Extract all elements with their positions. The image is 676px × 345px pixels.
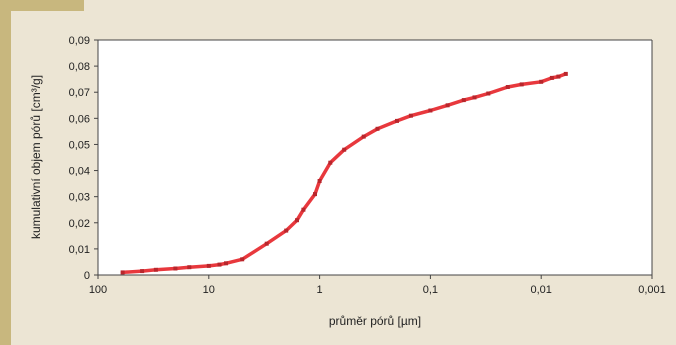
data-point [264, 241, 269, 246]
data-point [301, 207, 306, 212]
data-point [317, 179, 322, 183]
data-point [472, 95, 477, 100]
x-tick-label: 10 [203, 284, 215, 296]
accent-bar [0, 0, 11, 345]
y-tick-label: 0,01 [69, 244, 90, 256]
y-tick-label: 0 [84, 270, 90, 282]
data-point [505, 85, 510, 89]
y-tick-label: 0,07 [69, 87, 90, 99]
accent-bar-top [11, 0, 84, 11]
y-tick-label: 0,04 [69, 166, 90, 178]
x-tick-label: 1 [317, 284, 323, 296]
data-point [486, 91, 491, 96]
data-point [519, 82, 524, 87]
x-tick-label: 100 [89, 284, 107, 296]
data-point [428, 108, 433, 113]
y-tick-label: 0,06 [69, 113, 90, 125]
y-axis-label: kumulativní objem pórů [cm³/g] [29, 75, 43, 239]
data-point [153, 267, 158, 272]
data-point [328, 160, 333, 165]
data-point [206, 263, 211, 268]
y-tick-label: 0,08 [69, 61, 90, 73]
data-point [313, 192, 317, 197]
data-point [445, 103, 450, 108]
x-axis-label: průměr pórů [µm] [329, 314, 421, 328]
data-point [224, 261, 228, 266]
data-point [240, 257, 245, 262]
data-point [361, 134, 366, 139]
data-point [217, 262, 222, 267]
y-tick-label: 0,03 [69, 192, 90, 204]
data-point [120, 270, 125, 275]
y-tick-label: 0,05 [69, 139, 90, 151]
data-point [539, 79, 544, 84]
data-point [556, 74, 561, 79]
y-tick-label: 0,09 [69, 35, 90, 47]
data-point [563, 71, 568, 76]
data-point [173, 266, 178, 271]
data-point [408, 113, 413, 118]
series-markers [120, 71, 568, 275]
x-axis: 100 10 1 0,1 0,01 0,001 [89, 40, 666, 296]
data-point [140, 269, 145, 274]
y-axis: 0 0,01 0,02 0,03 0,04 0,05 0,06 0,07 0,08 0,09 [69, 35, 652, 282]
data-point [187, 265, 192, 270]
data-point [549, 75, 554, 80]
x-tick-label: 0,1 [423, 284, 438, 296]
data-point [284, 228, 289, 233]
data-point [461, 98, 466, 103]
y-tick-label: 0,02 [69, 218, 90, 230]
data-point [375, 126, 380, 131]
data-point [342, 147, 347, 152]
x-tick-label: 0,01 [530, 284, 551, 296]
x-tick-label: 0,001 [638, 284, 666, 296]
data-point [395, 118, 399, 123]
data-point [295, 218, 299, 223]
plot-area [98, 40, 652, 275]
